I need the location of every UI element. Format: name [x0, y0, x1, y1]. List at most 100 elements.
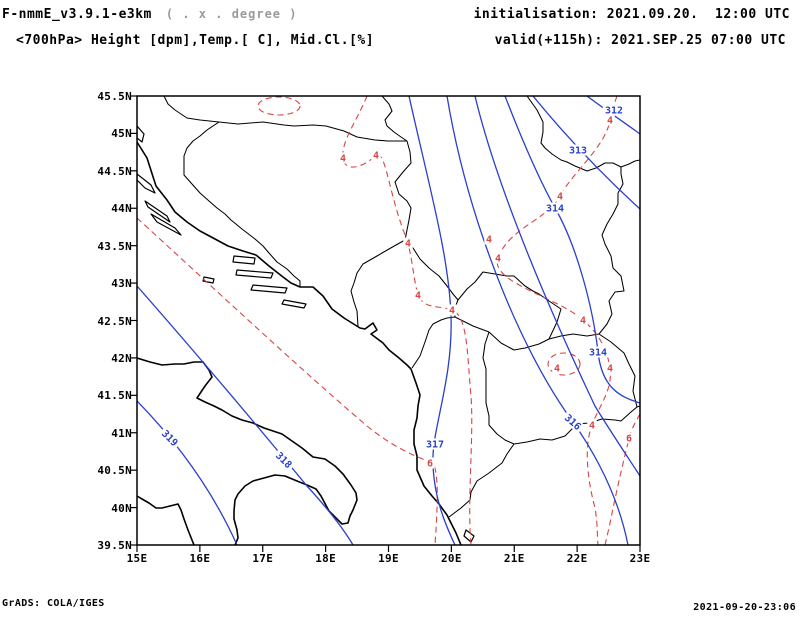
contour-label-mask	[493, 252, 503, 264]
x-tick-label: 23E	[629, 552, 651, 565]
temp-contour-line	[604, 413, 640, 545]
coastline-path	[137, 141, 462, 545]
contour-label-mask	[605, 114, 615, 126]
island-path	[463, 529, 475, 543]
y-tick-label: 42N	[111, 351, 132, 365]
x-tick-label: 21E	[503, 552, 525, 565]
y-tick-label: 40.5N	[97, 464, 132, 478]
contour-label: 6	[626, 434, 632, 445]
height-contour-line	[408, 96, 456, 545]
island-path	[235, 269, 274, 279]
y-tick-label: 43.5N	[97, 239, 132, 253]
height-contours-layer	[137, 96, 640, 545]
contour-label: 4	[580, 316, 586, 327]
contour-label: 4	[554, 364, 560, 375]
country-border-path	[598, 193, 625, 335]
country-border-path	[411, 316, 456, 369]
contour-label-mask	[605, 362, 615, 374]
contour-label: 4	[449, 306, 455, 317]
contour-label: 4	[415, 291, 421, 302]
country-border-path	[448, 443, 515, 518]
grads-credit: GrADS: COLA/IGES	[2, 598, 105, 609]
contour-label: 317	[426, 440, 444, 451]
country-border-path	[218, 121, 407, 142]
temperature-contours-layer	[137, 96, 640, 545]
country-border-path	[598, 333, 638, 408]
height-contour-line	[586, 96, 640, 135]
x-tick-label: 20E	[440, 552, 462, 565]
header-left-line1: F-nmmE_v3.9.1-e3km ( . x . degree )	[2, 7, 297, 22]
contour-label: 4	[557, 192, 563, 203]
island-path	[144, 200, 171, 223]
temp-contour-loop	[257, 96, 301, 116]
axes-layer	[130, 95, 641, 552]
y-tick-label: 45N	[111, 127, 132, 141]
y-tick-label: 40N	[111, 501, 132, 515]
contour-label-mask	[484, 233, 494, 245]
creation-timestamp: 2021-09-20-23:06	[693, 602, 796, 613]
contour-label: 4	[486, 235, 492, 246]
island-path	[281, 299, 307, 309]
coastline-path	[137, 495, 195, 545]
contour-label-mask	[425, 457, 435, 469]
contour-label: 6	[427, 459, 433, 470]
country-border-path	[482, 331, 515, 445]
country-border-path	[526, 96, 624, 194]
valid-time-label: valid(+115h): 2021.SEP.25 07:00 UTC	[494, 33, 786, 48]
temp-contour-loop	[547, 352, 581, 376]
height-contour-line	[137, 400, 238, 545]
country-border-path	[163, 96, 220, 123]
y-tick-label: 45.5N	[97, 90, 132, 103]
contour-label: 4	[589, 421, 595, 432]
contour-label-mask	[338, 152, 348, 164]
contour-label: 4	[607, 116, 613, 127]
contour-label-mask	[552, 362, 562, 374]
country-border-path	[183, 121, 301, 287]
temp-contour-line	[137, 217, 438, 545]
country-border-path	[548, 333, 600, 340]
contour-label-mask	[586, 346, 610, 358]
island-path	[137, 173, 156, 194]
contour-label-mask	[447, 304, 457, 316]
contour-label: 314	[546, 204, 564, 215]
contour-label: 312	[605, 106, 623, 117]
y-tick-label: 44.5N	[97, 164, 132, 178]
contour-label-mask	[158, 426, 182, 450]
contour-label-mask	[423, 438, 447, 450]
coastline-path	[137, 357, 358, 545]
contour-label-mask	[555, 190, 565, 202]
y-tick-label: 41.5N	[97, 389, 132, 403]
x-tick-label: 16E	[189, 552, 211, 565]
plot-frame	[136, 95, 641, 546]
x-tick-label: 18E	[315, 552, 337, 565]
country-border-path	[404, 239, 459, 301]
contour-label-mask	[602, 104, 626, 116]
contour-label: 4	[340, 154, 346, 165]
y-tick-label: 43N	[111, 277, 132, 291]
contour-label-mask	[543, 202, 567, 214]
island-path	[232, 255, 256, 265]
y-tick-label: 42.5N	[97, 314, 132, 328]
grid-resolution-note: ( . x . degree )	[165, 7, 298, 21]
temp-contour-line	[496, 96, 618, 545]
contour-label: 4	[405, 239, 411, 250]
x-tick-label: 19E	[378, 552, 399, 565]
contour-label-mask	[272, 448, 296, 472]
model-title: F-nmmE_v3.9.1-e3km	[2, 7, 152, 22]
y-tick-label: 39.5N	[97, 539, 132, 552]
y-tick-label: 41N	[111, 426, 132, 440]
contour-label-mask	[560, 410, 586, 434]
geography-layer	[137, 96, 640, 545]
island-path	[150, 213, 182, 236]
island-path	[250, 284, 288, 294]
contour-label: 313	[569, 146, 587, 157]
temp-contour-line	[342, 96, 473, 545]
x-tick-label: 17E	[252, 552, 274, 565]
contour-label: 4	[373, 151, 379, 162]
height-contour-line	[446, 96, 629, 545]
contour-label-mask	[413, 289, 423, 301]
contour-label-mask	[371, 149, 381, 161]
contour-label-mask	[566, 144, 590, 156]
